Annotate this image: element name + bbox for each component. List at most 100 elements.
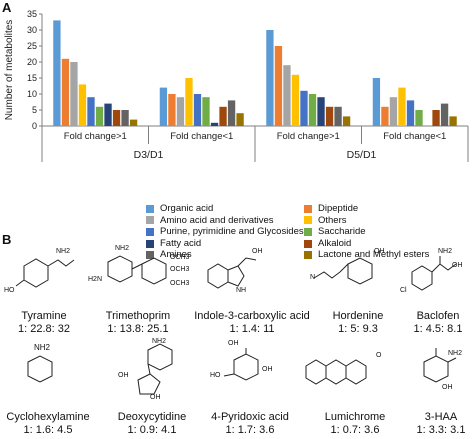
y-tick-label: 30: [27, 25, 37, 35]
legend-label: Purine, pyrimidine and Glycosides: [160, 226, 304, 238]
trimethoprim-h2n-label: H2N: [88, 276, 103, 283]
legend-item: Alkaloid: [304, 238, 351, 250]
pyridoxic-ho-label: HO: [210, 372, 221, 379]
bar: [381, 106, 389, 126]
bar: [61, 58, 70, 126]
compound-ratio: 1: 5: 9.3: [338, 323, 378, 335]
panel-b-label: B: [2, 232, 12, 247]
legend-item: Purine, pyrimidine and Glycosides: [146, 226, 304, 238]
compound-name: Lumichrome: [324, 411, 386, 423]
bar: [168, 94, 176, 126]
indole-structure: [207, 257, 257, 289]
bar: [415, 110, 423, 126]
cyclohexylamine-structure: [27, 355, 53, 383]
baclofen-oh-label: OH: [452, 262, 463, 269]
baclofen-nh2-label: NH2: [438, 248, 453, 255]
compound-cyclohexylamine: Cyclohexylamine 1: 1.6: 4.5: [0, 411, 96, 437]
compound-indole-3-carboxylic-acid: Indole-3-carboxylic acid 1: 1.4: 11: [186, 310, 318, 336]
trimethoprim-structure: [107, 255, 167, 285]
legend-label: Amines: [160, 249, 192, 261]
compound-name: Trimethoprim: [105, 310, 171, 322]
compound-ratio: 1: 1.6: 4.5: [23, 424, 73, 436]
trimethoprim-och3-label-3: OCH3: [170, 280, 190, 287]
deoxycytidine-oh-label-1: OH: [118, 372, 129, 379]
compound-ratio: 1: 13.8: 25.1: [107, 323, 169, 335]
lumichrome-o-label: O: [376, 352, 382, 359]
deoxycytidine-oh-label-2: OH: [150, 394, 161, 401]
bar: [78, 84, 87, 126]
bar: [159, 87, 168, 126]
legend-swatch: [304, 227, 312, 236]
bar: [185, 78, 193, 126]
bar: [291, 74, 300, 126]
bar: [236, 113, 244, 126]
indole-oh-label: OH: [252, 248, 263, 255]
bar: [176, 97, 185, 126]
compound-ratio: 1: 0.7: 3.6: [330, 424, 380, 436]
pyridoxic-oh-label-1: OH: [228, 340, 239, 347]
compound-deoxycytidine: Deoxycytidine 1: 0.9: 4.1: [104, 411, 200, 437]
compound-trimethoprim: Trimethoprim 1: 13.8: 25.1: [88, 310, 188, 336]
x-category-label: Fold change>1: [64, 131, 127, 142]
panel-a-label: A: [2, 0, 12, 15]
trimethoprim-nh2-label: NH2: [115, 245, 130, 252]
x-group-label: D3/D1: [134, 149, 164, 161]
bar: [193, 94, 202, 126]
y-tick-label: 25: [27, 41, 37, 51]
legend-item: Amines: [146, 249, 192, 261]
legend-item: Dipeptide: [304, 203, 358, 215]
deoxycytidine-nh2-label: NH2: [152, 338, 167, 345]
bar: [308, 94, 317, 126]
y-tick-label: 15: [27, 73, 37, 83]
y-tick-label: 0: [32, 121, 37, 131]
y-axis-label: Number of metabolites: [4, 20, 15, 121]
trimethoprim-och3-label-1: OCH3: [170, 254, 190, 261]
bar: [210, 122, 219, 126]
bar: [104, 103, 112, 126]
pyridoxic-oh-label-2: OH: [262, 366, 273, 373]
legend-item: Amino acid and derivatives: [146, 215, 274, 227]
bar: [227, 100, 236, 126]
bar: [432, 110, 440, 126]
legend-label: Saccharide: [318, 226, 366, 238]
legend-label: Fatty acid: [160, 237, 202, 249]
compound-baclofen: Baclofen 1: 4.5: 8.1: [404, 310, 472, 336]
y-tick-label: 10: [27, 89, 37, 99]
legend-item: Lactone and Methyl esters: [304, 249, 429, 261]
bar: [266, 30, 274, 126]
haa-oh-label: OH: [442, 384, 453, 391]
compound-ratio: 1: 22.8: 32: [18, 323, 70, 335]
legend-swatch: [146, 204, 154, 213]
bar: [389, 97, 398, 126]
compound-name: Baclofen: [416, 310, 460, 322]
tyramine-nh2-label: NH2: [56, 248, 71, 255]
x-category-label: Fold change<1: [170, 131, 233, 142]
y-tick-label: 5: [32, 105, 37, 115]
compound-ratio: 1: 0.9: 4.1: [127, 424, 177, 436]
lumichrome-structure: [305, 359, 367, 385]
bar: [219, 106, 227, 126]
tyramine-structure: [15, 258, 75, 288]
haa-nh2-label: NH2: [448, 350, 463, 357]
legend-swatch: [146, 239, 154, 248]
baclofen-structure: [411, 256, 457, 291]
pyridoxic-structure: [223, 348, 259, 381]
compound-name: Tyramine: [21, 310, 67, 322]
hordenine-n-label: N: [310, 274, 316, 281]
compound-name: 3-HAA: [424, 411, 458, 423]
bar: [53, 20, 61, 126]
bar: [325, 106, 334, 126]
legend-swatch: [146, 251, 154, 260]
baclofen-cl-label: Cl: [400, 287, 407, 294]
bar: [70, 62, 78, 126]
x-group-label: D5/D1: [347, 149, 377, 161]
bar-chart: 0 5 10 15 20 25 30 35 Number of metabolites Fold …: [4, 9, 469, 162]
x-category-label: Fold change<1: [383, 131, 446, 142]
bar: [121, 110, 129, 126]
legend-swatch: [304, 204, 312, 213]
compound-name: Hordenine: [332, 310, 384, 322]
cyclohexylamine-nh2-label: NH2: [34, 343, 51, 352]
legend-label: Lactone and Methyl esters: [318, 249, 430, 261]
legend-swatch: [146, 227, 154, 236]
